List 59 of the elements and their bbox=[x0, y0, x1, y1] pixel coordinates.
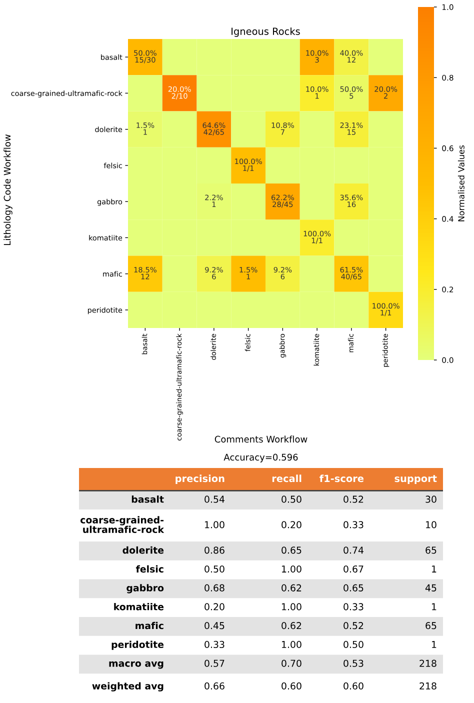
text: 0.50 bbox=[204, 565, 224, 573]
text: 0.74 bbox=[344, 546, 364, 554]
text: 0.33 bbox=[344, 603, 364, 610]
text: 1.00 bbox=[282, 640, 302, 648]
text: 0.52 bbox=[344, 496, 364, 503]
category-label: mafic bbox=[136, 622, 164, 630]
chart-title: Igneous Rocks bbox=[232, 27, 300, 37]
text: 0.50 bbox=[282, 496, 302, 503]
text: 0.52 bbox=[344, 622, 364, 630]
category-label: felsic bbox=[136, 565, 164, 573]
text: 0.70 bbox=[282, 660, 302, 667]
text: 30 bbox=[426, 496, 436, 503]
text: 0.68 bbox=[204, 584, 224, 592]
text: 0.86 bbox=[204, 546, 224, 554]
text: 45 bbox=[425, 584, 436, 592]
text: 0.65 bbox=[344, 584, 364, 592]
text: 0.66 bbox=[204, 682, 224, 690]
category-label: coarse-grained- ultramafic-rock bbox=[80, 516, 164, 534]
category-label: dolerite bbox=[122, 546, 164, 554]
category-label: gabbro bbox=[126, 584, 164, 594]
category-label: recall bbox=[272, 474, 302, 482]
category-label: weighted avg bbox=[92, 682, 164, 692]
text: 0.62 bbox=[282, 622, 302, 630]
text: 1.00 bbox=[282, 603, 302, 610]
text: Accuracy=0.596 bbox=[224, 454, 298, 462]
text: 0.54 bbox=[204, 496, 224, 503]
category-label: basalt bbox=[132, 495, 164, 503]
category-label: f1-score bbox=[320, 474, 364, 482]
text: Comments Workflow bbox=[214, 436, 308, 443]
text: 0.67 bbox=[344, 565, 364, 573]
text: 0.65 bbox=[282, 546, 302, 554]
category-label: komatiite bbox=[114, 603, 164, 610]
text: 1.00 bbox=[282, 565, 302, 573]
text: 0.57 bbox=[204, 660, 224, 667]
text: 0.33 bbox=[204, 640, 224, 648]
text: 0.45 bbox=[204, 622, 224, 630]
text: 0.53 bbox=[344, 660, 364, 667]
text: 218 bbox=[420, 682, 436, 690]
text: 0.33 bbox=[344, 521, 364, 528]
text: 1.00 bbox=[205, 521, 224, 528]
text: 65 bbox=[426, 546, 436, 554]
category-label: precision bbox=[176, 474, 224, 484]
color-bar-title: Normalised Values bbox=[458, 145, 464, 222]
text: 0.20 bbox=[282, 521, 302, 528]
category-label: peridotite bbox=[112, 640, 164, 650]
text: 1 bbox=[432, 566, 436, 572]
category-label: support bbox=[394, 475, 437, 484]
text: 0.50 bbox=[344, 640, 364, 648]
text: 0.62 bbox=[282, 584, 302, 592]
text: 0.60 bbox=[282, 682, 302, 690]
category-label: macro avg bbox=[109, 661, 164, 669]
text: 218 bbox=[420, 660, 436, 667]
text: 0.20 bbox=[204, 603, 224, 610]
text: 1 bbox=[432, 641, 436, 648]
text: 10 bbox=[426, 521, 436, 528]
text: 65 bbox=[426, 622, 436, 630]
y-axis-title: Lithology Code Workflow bbox=[4, 134, 12, 245]
text: 0.60 bbox=[344, 682, 364, 690]
text: 1 bbox=[432, 603, 436, 610]
